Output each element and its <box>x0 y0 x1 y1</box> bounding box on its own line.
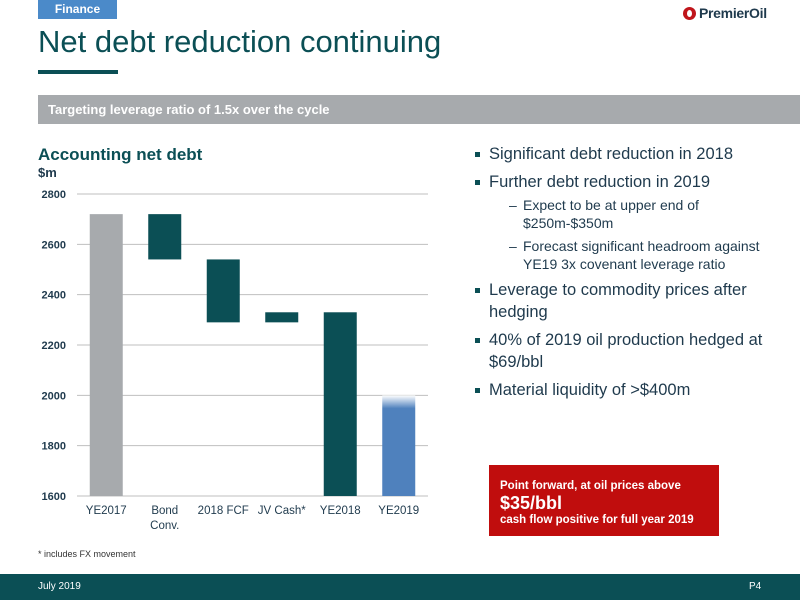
callout-box: Point forward, at oil prices above $35/b… <box>489 465 719 536</box>
y-tick-label: 2800 <box>42 189 66 201</box>
x-tick-label: YE2019 <box>378 505 419 517</box>
x-tick-label: 2018 FCF <box>198 505 249 517</box>
title-underline <box>38 70 118 74</box>
key-point: Material liquidity of >$400m <box>475 379 785 401</box>
section-tag: Finance <box>38 0 117 19</box>
key-point: Significant debt reduction in 2018 <box>475 143 785 165</box>
key-point-text: Further debt reduction in 2019 <box>489 173 711 191</box>
waterfall-chart: 1600 1800 2000 2200 2400 2600 2800 YE2017 Bond Co… <box>42 189 428 532</box>
callout-price: $35/bbl <box>500 493 563 513</box>
logo-icon <box>683 6 696 20</box>
page-title: Net debt reduction continuing <box>38 24 442 59</box>
x-tick-label: Bond <box>151 505 178 517</box>
company-logo: PremierOil <box>683 4 767 22</box>
key-point: Further debt reduction in 2019 Expect to … <box>475 171 785 273</box>
page-number: P4 <box>749 581 762 592</box>
bar-ye2017 <box>89 214 123 496</box>
x-tick-label: YE2017 <box>86 505 127 517</box>
key-point-text: Significant debt reduction in 2018 <box>489 145 734 163</box>
callout-intro: Point forward, at oil prices above <box>500 480 681 492</box>
key-point: Leverage to commodity prices after hedgi… <box>475 279 785 323</box>
y-tick-label: 2000 <box>42 390 66 402</box>
footer-date: July 2019 <box>38 581 81 592</box>
chart-footnote: * includes FX movement <box>38 549 136 559</box>
bar-ye2018 <box>323 312 357 496</box>
bar-bond-conv <box>148 214 182 260</box>
y-tick-label: 2400 <box>42 290 66 302</box>
y-tick-label: 2200 <box>42 340 66 352</box>
key-point: 40% of 2019 oil production hedged at $69… <box>475 329 785 373</box>
y-tick-label: 1600 <box>42 491 66 503</box>
bar-2018-fcf <box>206 259 240 323</box>
x-tick-label: JV Cash* <box>258 505 306 517</box>
bar-jv-cash <box>265 312 299 323</box>
sub-point-list: Expect to be at upper end of $250m-$350m… <box>489 196 785 273</box>
chart-unit-label: $m <box>38 165 57 180</box>
sub-point: Expect to be at upper end of $250m-$350m <box>489 196 785 232</box>
subtitle-banner: Targeting leverage ratio of 1.5x over th… <box>38 95 800 124</box>
key-point-text: 40% of 2019 oil production hedged at $69… <box>489 331 763 371</box>
logo-text: PremierOil <box>699 5 767 21</box>
key-point-text: Leverage to commodity prices after hedgi… <box>489 281 747 321</box>
key-point-text: Material liquidity of >$400m <box>489 381 691 399</box>
x-tick-label: Conv. <box>150 520 179 532</box>
footer-bar: July 2019 P4 <box>0 574 800 600</box>
x-tick-label: YE2018 <box>320 505 361 517</box>
chart-title: Accounting net debt <box>38 145 203 164</box>
bar-ye2019 <box>382 395 416 496</box>
callout-detail: cash flow positive for full year 2019 <box>500 514 694 526</box>
sub-point: Forecast significant headroom against YE… <box>489 237 785 273</box>
y-tick-label: 1800 <box>42 441 66 453</box>
y-tick-label: 2600 <box>42 239 66 251</box>
key-points-list: Significant debt reduction in 2018 Furthe… <box>475 143 785 407</box>
